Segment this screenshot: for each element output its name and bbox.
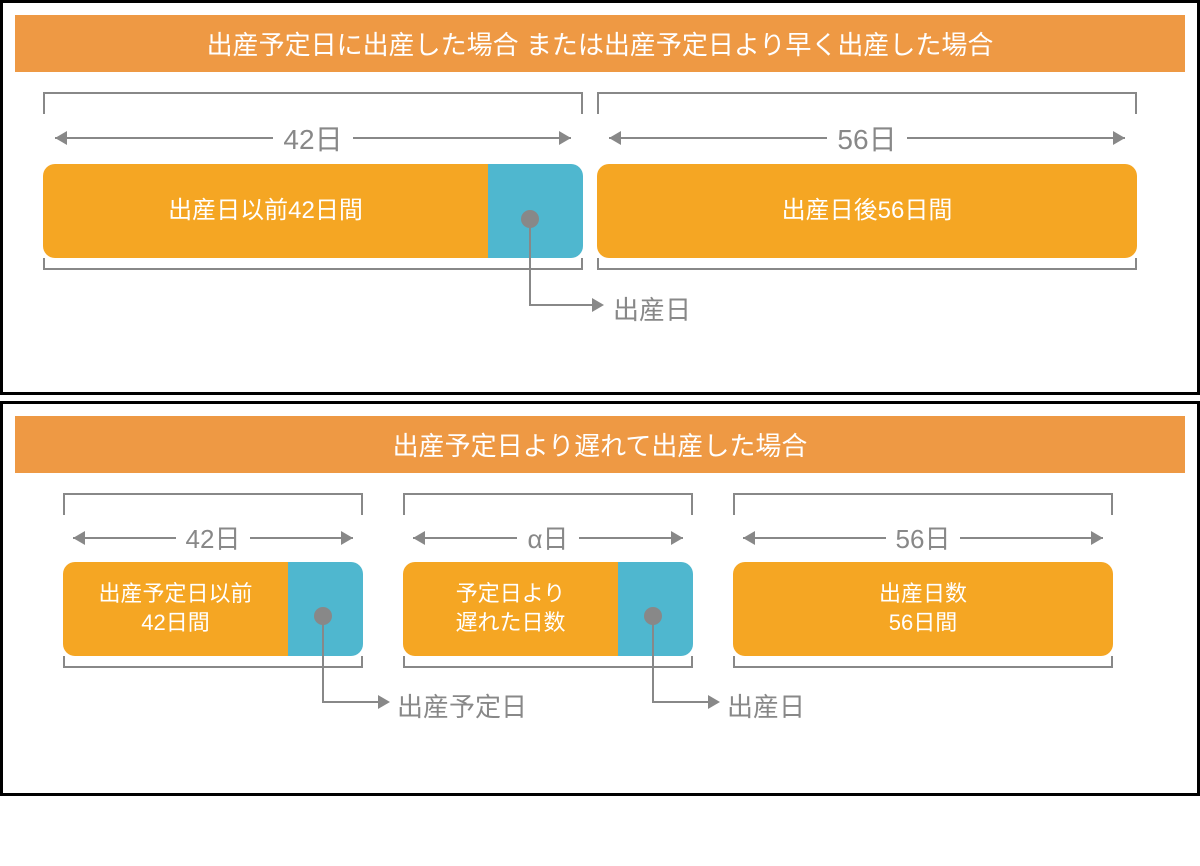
panel2-p1-label: 出産予定日	[397, 687, 527, 724]
panel1-left-measure-text: 42日	[283, 118, 342, 158]
arrow-line-left	[743, 537, 886, 539]
panel1-left-bracket-top	[43, 92, 583, 114]
panel1-right-measure: 56日	[597, 114, 1137, 164]
panel1-right-bracket-top	[597, 92, 1137, 114]
panel2-seg2-line2: 遅れた日数	[455, 609, 565, 638]
arrow-line-left	[73, 537, 176, 539]
panel2-seg1-line2: 42日間	[141, 609, 209, 638]
panel2-seg2-main: 予定日より 遅れた日数	[403, 562, 618, 656]
panel2-seg2-measure-text: α日	[527, 519, 568, 556]
panel2-seg1-bracket-top	[63, 493, 363, 515]
panel2-seg1-main: 出産予定日以前 42日間	[63, 562, 288, 656]
panel2-seg3-line2: 56日間	[889, 609, 957, 638]
arrow-line-right	[907, 137, 1125, 139]
panel2-seg3-bracket-bottom	[733, 656, 1113, 668]
panel2-seg2-bracket-bottom	[403, 656, 693, 668]
panel2-row: 42日 出産予定日以前 42日間 出産予定日	[63, 493, 1137, 668]
panel1-right-bar: 出産日後56日間	[597, 164, 1137, 258]
panel1-left-measure: 42日	[43, 114, 583, 164]
panel1-right-group: 56日 出産日後56日間	[597, 92, 1137, 270]
panel2-p2-label: 出産日	[727, 687, 805, 724]
panel1-right-bracket-bottom	[597, 258, 1137, 270]
panel2-seg1-line1: 出産予定日以前	[98, 580, 252, 609]
panel2-p1-arrow-icon	[378, 695, 390, 709]
panel2-seg3-measure-text: 56日	[896, 519, 951, 556]
panel2-seg1-bracket-bottom	[63, 656, 363, 668]
panel1-pointer-h	[529, 304, 594, 306]
panel1-right-bar-text: 出産日後56日間	[782, 195, 953, 226]
panel2-seg1-measure: 42日	[63, 515, 363, 562]
panel2-p1-h	[322, 701, 380, 703]
panel2-seg1-group: 42日 出産予定日以前 42日間 出産予定日	[63, 493, 363, 668]
panel2-p2-v	[652, 621, 654, 703]
arrow-line-left	[55, 137, 273, 139]
panel2-seg3-measure: 56日	[733, 515, 1113, 562]
panel1-body: 42日 出産日以前42日間 出産日	[3, 72, 1197, 392]
panel1-left-bar-main: 出産日以前42日間	[43, 164, 488, 258]
panel2-p1-v	[322, 621, 324, 703]
panel1-right-measure-text: 56日	[837, 118, 896, 158]
panel1-left-bar-text: 出産日以前42日間	[168, 195, 363, 226]
arrow-line-right	[250, 537, 353, 539]
arrow-line-right	[579, 537, 683, 539]
panel1-left-bracket-bottom	[43, 258, 583, 270]
panel2-seg2-bracket-top	[403, 493, 693, 515]
panel2-seg3-bracket-top	[733, 493, 1113, 515]
panel1-row: 42日 出産日以前42日間 出産日	[43, 92, 1157, 270]
panel1-left-bar: 出産日以前42日間	[43, 164, 583, 258]
panel2-p2-arrow-icon	[708, 695, 720, 709]
arrow-line-right	[353, 137, 571, 139]
panel1-pointer-arrow-icon	[592, 298, 604, 312]
panel2-p2-h	[652, 701, 710, 703]
panel2-seg2-measure: α日	[403, 515, 693, 562]
panel2-body: 42日 出産予定日以前 42日間 出産予定日	[3, 473, 1197, 793]
panel2-seg1-measure-text: 42日	[186, 519, 241, 556]
panel-late: 出産予定日より遅れて出産した場合 42日 出産予定日以前 42日間	[0, 401, 1200, 796]
panel2-seg3-line1: 出産日数	[879, 580, 967, 609]
panel2-seg3-group: 56日 出産日数 56日間	[733, 493, 1113, 668]
panel1-pointer-v	[529, 224, 531, 306]
panel2-title: 出産予定日より遅れて出産した場合	[15, 416, 1185, 473]
panel1-title: 出産予定日に出産した場合 または出産予定日より早く出産した場合	[15, 15, 1185, 72]
panel-on-time: 出産予定日に出産した場合 または出産予定日より早く出産した場合 42日 出産日以…	[0, 0, 1200, 395]
panel2-seg2-line1: 予定日より	[456, 580, 566, 609]
panel2-seg2-group: α日 予定日より 遅れた日数 出産日	[403, 493, 693, 668]
panel1-left-group: 42日 出産日以前42日間 出産日	[43, 92, 583, 270]
panel2-seg3-bar: 出産日数 56日間	[733, 562, 1113, 656]
arrow-line-left	[413, 537, 517, 539]
arrow-line-right	[960, 537, 1103, 539]
panel1-pointer-label: 出産日	[613, 290, 691, 327]
arrow-line-left	[609, 137, 827, 139]
